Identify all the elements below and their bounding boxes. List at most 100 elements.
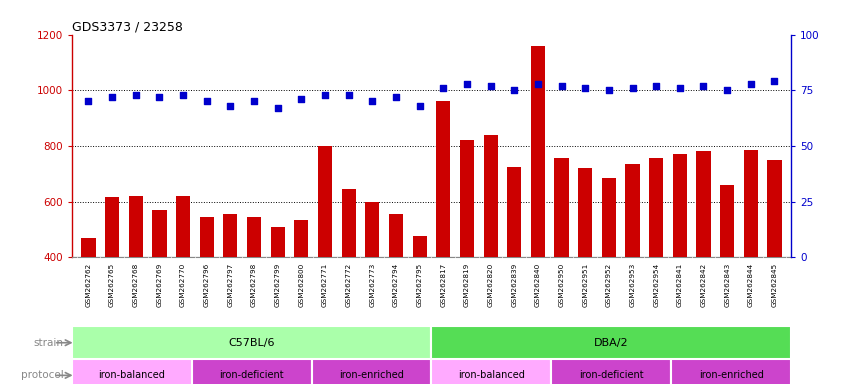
Bar bbox=[578, 168, 592, 369]
Bar bbox=[311, 359, 431, 384]
Text: protocol: protocol bbox=[20, 370, 63, 381]
Bar bbox=[744, 150, 758, 369]
Bar bbox=[649, 159, 663, 369]
Point bbox=[318, 92, 332, 98]
Text: DBA/2: DBA/2 bbox=[594, 338, 629, 348]
Bar bbox=[81, 238, 96, 369]
Point bbox=[721, 87, 734, 93]
Text: GSM262951: GSM262951 bbox=[582, 263, 588, 307]
Text: GSM262845: GSM262845 bbox=[772, 263, 777, 307]
Text: GSM262839: GSM262839 bbox=[511, 263, 517, 307]
Text: GSM262762: GSM262762 bbox=[85, 263, 91, 307]
Text: iron-deficient: iron-deficient bbox=[579, 370, 644, 381]
Text: C57BL/6: C57BL/6 bbox=[228, 338, 275, 348]
Text: iron-deficient: iron-deficient bbox=[219, 370, 284, 381]
Text: strain: strain bbox=[34, 338, 63, 348]
Bar bbox=[152, 210, 167, 369]
Bar bbox=[552, 359, 671, 384]
Bar bbox=[342, 189, 356, 369]
Text: GDS3373 / 23258: GDS3373 / 23258 bbox=[72, 20, 183, 33]
Bar bbox=[530, 46, 545, 369]
Bar bbox=[247, 217, 261, 369]
Text: GSM262772: GSM262772 bbox=[346, 263, 352, 307]
Bar bbox=[294, 220, 309, 369]
Bar bbox=[484, 135, 497, 369]
Point bbox=[508, 87, 521, 93]
Point bbox=[650, 83, 663, 89]
Point bbox=[413, 103, 426, 109]
Point bbox=[697, 83, 711, 89]
Text: GSM262953: GSM262953 bbox=[629, 263, 635, 307]
Text: iron-enriched: iron-enriched bbox=[699, 370, 764, 381]
Bar bbox=[671, 359, 791, 384]
Bar bbox=[720, 185, 734, 369]
Text: GSM262768: GSM262768 bbox=[133, 263, 139, 307]
Text: GSM262842: GSM262842 bbox=[700, 263, 706, 307]
Text: GSM262820: GSM262820 bbox=[487, 263, 493, 307]
Point bbox=[579, 85, 592, 91]
Point bbox=[602, 87, 616, 93]
Bar bbox=[625, 164, 640, 369]
Point bbox=[744, 81, 757, 87]
Bar bbox=[72, 326, 431, 359]
Point bbox=[106, 94, 119, 100]
Text: GSM262773: GSM262773 bbox=[370, 263, 376, 307]
Point bbox=[767, 78, 781, 84]
Text: GSM262819: GSM262819 bbox=[464, 263, 470, 307]
Point bbox=[176, 92, 190, 98]
Point bbox=[437, 85, 450, 91]
Point bbox=[673, 85, 687, 91]
Text: GSM262765: GSM262765 bbox=[109, 263, 115, 307]
Text: GSM262844: GSM262844 bbox=[748, 263, 754, 307]
Bar bbox=[460, 140, 474, 369]
Point bbox=[82, 98, 96, 104]
Bar bbox=[413, 237, 426, 369]
Bar bbox=[129, 196, 143, 369]
Point bbox=[389, 94, 403, 100]
Bar bbox=[200, 217, 214, 369]
Point bbox=[294, 96, 308, 102]
Bar bbox=[223, 214, 238, 369]
Point bbox=[223, 103, 237, 109]
Point bbox=[626, 85, 640, 91]
Point bbox=[247, 98, 261, 104]
Bar bbox=[602, 178, 616, 369]
Text: GSM262817: GSM262817 bbox=[440, 263, 447, 307]
Text: GSM262797: GSM262797 bbox=[228, 263, 233, 307]
Bar bbox=[72, 359, 192, 384]
Text: iron-balanced: iron-balanced bbox=[458, 370, 525, 381]
Bar bbox=[389, 214, 403, 369]
Bar bbox=[673, 154, 687, 369]
Text: GSM262843: GSM262843 bbox=[724, 263, 730, 307]
Bar bbox=[271, 227, 285, 369]
Text: GSM262840: GSM262840 bbox=[535, 263, 541, 307]
Point bbox=[365, 98, 379, 104]
Bar bbox=[105, 197, 119, 369]
Bar bbox=[365, 202, 379, 369]
Point bbox=[531, 81, 545, 87]
Bar bbox=[318, 146, 332, 369]
Text: GSM262952: GSM262952 bbox=[606, 263, 612, 307]
Point bbox=[484, 83, 497, 89]
Text: GSM262841: GSM262841 bbox=[677, 263, 683, 307]
Bar bbox=[192, 359, 311, 384]
Bar bbox=[176, 196, 190, 369]
Bar bbox=[437, 101, 450, 369]
Point bbox=[342, 92, 355, 98]
Text: GSM262771: GSM262771 bbox=[322, 263, 328, 307]
Bar bbox=[507, 167, 521, 369]
Bar bbox=[696, 152, 711, 369]
Text: GSM262796: GSM262796 bbox=[204, 263, 210, 307]
Bar bbox=[431, 326, 791, 359]
Point bbox=[555, 83, 569, 89]
Bar bbox=[767, 160, 782, 369]
Text: GSM262950: GSM262950 bbox=[558, 263, 564, 307]
Text: GSM262799: GSM262799 bbox=[275, 263, 281, 307]
Point bbox=[152, 94, 166, 100]
Text: iron-balanced: iron-balanced bbox=[98, 370, 165, 381]
Text: GSM262954: GSM262954 bbox=[653, 263, 659, 307]
Text: GSM262800: GSM262800 bbox=[299, 263, 305, 307]
Point bbox=[460, 81, 474, 87]
Text: GSM262798: GSM262798 bbox=[251, 263, 257, 307]
Text: GSM262770: GSM262770 bbox=[180, 263, 186, 307]
